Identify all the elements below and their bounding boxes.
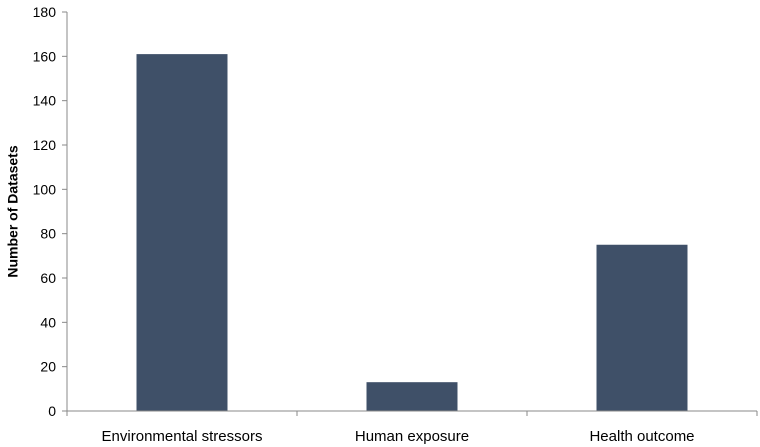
y-tick-label: 80 (40, 226, 56, 242)
bar (596, 244, 688, 411)
y-tick-label: 100 (33, 181, 57, 197)
x-axis-category-labels: Environmental stressors Human exposure Hea… (102, 428, 695, 445)
y-tick-label: 20 (40, 359, 56, 375)
y-tick-label: 60 (40, 270, 56, 286)
y-tick-label: 140 (33, 93, 57, 109)
x-category-label: Environmental stressors (102, 428, 263, 445)
y-axis-ticks: 0 20 40 60 80 100 120 140 160 180 (33, 4, 758, 419)
y-tick-label: 40 (40, 314, 56, 330)
y-axis-title: Number of Datasets (5, 145, 21, 277)
x-category-label: Human exposure (355, 428, 469, 445)
bars (136, 54, 688, 411)
y-tick-label: 160 (33, 48, 57, 64)
y-tick-label: 120 (33, 137, 57, 153)
x-category-label: Health outcome (589, 428, 694, 445)
bar (366, 382, 458, 411)
y-tick-label: 0 (48, 403, 56, 419)
y-tick-label: 180 (33, 4, 57, 20)
bar (136, 54, 228, 411)
